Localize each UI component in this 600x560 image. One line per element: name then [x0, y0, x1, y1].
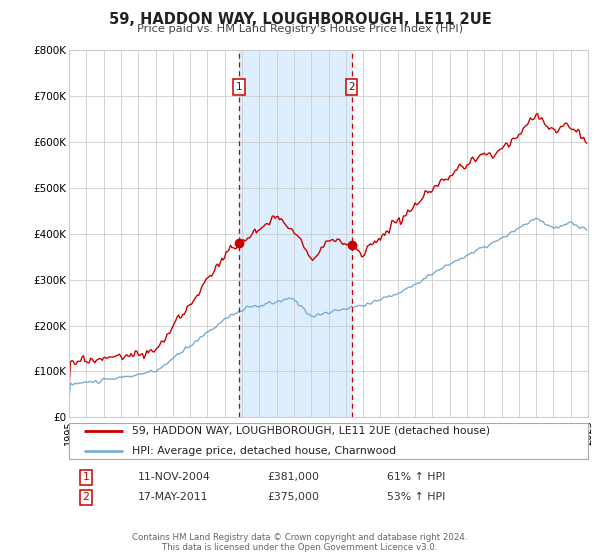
- Text: 17-MAY-2011: 17-MAY-2011: [138, 492, 209, 502]
- Text: 53% ↑ HPI: 53% ↑ HPI: [387, 492, 445, 502]
- Text: Price paid vs. HM Land Registry's House Price Index (HPI): Price paid vs. HM Land Registry's House …: [137, 24, 463, 34]
- Text: 1: 1: [236, 82, 242, 92]
- Text: 1: 1: [82, 472, 89, 482]
- Text: This data is licensed under the Open Government Licence v3.0.: This data is licensed under the Open Gov…: [163, 543, 437, 552]
- Text: 59, HADDON WAY, LOUGHBOROUGH, LE11 2UE: 59, HADDON WAY, LOUGHBOROUGH, LE11 2UE: [109, 12, 491, 27]
- Text: 11-NOV-2004: 11-NOV-2004: [138, 472, 211, 482]
- Text: 2: 2: [82, 492, 89, 502]
- Text: HPI: Average price, detached house, Charnwood: HPI: Average price, detached house, Char…: [132, 446, 396, 456]
- Bar: [239, 50, 352, 417]
- Text: 61% ↑ HPI: 61% ↑ HPI: [387, 472, 445, 482]
- Text: £375,000: £375,000: [267, 492, 319, 502]
- Text: £381,000: £381,000: [267, 472, 319, 482]
- Text: Contains HM Land Registry data © Crown copyright and database right 2024.: Contains HM Land Registry data © Crown c…: [132, 533, 468, 542]
- Text: 59, HADDON WAY, LOUGHBOROUGH, LE11 2UE (detached house): 59, HADDON WAY, LOUGHBOROUGH, LE11 2UE (…: [132, 426, 490, 436]
- Text: 2: 2: [348, 82, 355, 92]
